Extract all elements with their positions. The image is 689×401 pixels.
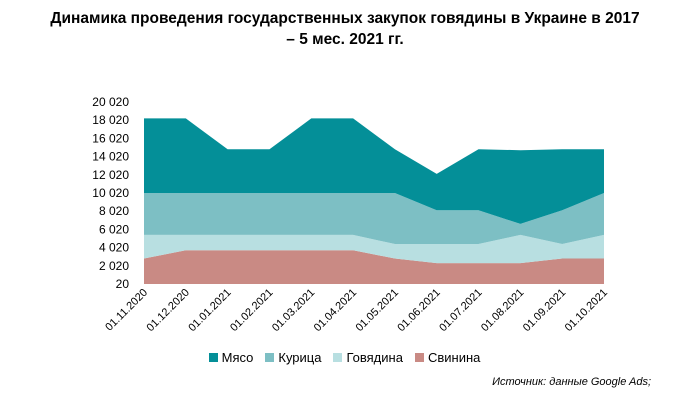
y-tick-label: 16 020 xyxy=(92,131,129,145)
legend-label: Свинина xyxy=(427,350,481,365)
y-tick-label: 20 020 xyxy=(92,95,129,109)
legend-label: Мясо xyxy=(221,350,254,365)
area-series-1 xyxy=(144,234,604,264)
chart-legend: Мясо Курица Говядина Свинина xyxy=(0,350,689,365)
x-tick-label: 01.04.2021 xyxy=(312,287,359,334)
y-tick-label: 12 020 xyxy=(92,168,129,182)
chart-title: Динамика проведения государственных заку… xyxy=(20,8,670,50)
y-tick-label: 10 020 xyxy=(92,186,129,200)
x-tick-label: 01.03.2021 xyxy=(270,287,317,334)
y-tick-label: 8 020 xyxy=(99,204,129,218)
legend-item: Свинина xyxy=(414,350,481,365)
chart-title-line-2: – 5 мес. 2021 гг. xyxy=(286,31,404,48)
area-series-3 xyxy=(144,118,604,224)
x-tick-label: 01.06.2021 xyxy=(395,287,442,334)
legend-swatch xyxy=(208,353,218,362)
chart-title-line-1: Динамика проведения государственных заку… xyxy=(50,10,640,27)
x-tick-label: 01.09.2021 xyxy=(521,287,568,334)
x-tick-label: 01.07.2021 xyxy=(437,287,484,334)
y-tick-label: 6 020 xyxy=(99,222,129,236)
x-tick-label: 01.05.2021 xyxy=(354,287,401,334)
source-note: Источник: данные Google Ads; xyxy=(492,376,651,388)
legend-item: Мясо xyxy=(208,350,254,365)
legend-item: Говядина xyxy=(333,350,403,365)
legend-label: Курица xyxy=(278,350,322,365)
x-tick-label: 01.02.2021 xyxy=(228,287,275,334)
y-tick-label: 14 020 xyxy=(92,150,129,164)
legend-swatch xyxy=(333,353,343,362)
x-tick-label: 01.01.2021 xyxy=(186,287,233,334)
area-series-2 xyxy=(144,193,604,244)
x-tick-label: 01.12.2020 xyxy=(145,287,192,334)
chart-area: 20 2 020 4 020 6 020 8 020 10 020 12 020 14 020… xyxy=(92,95,610,334)
y-tick-label: 4 020 xyxy=(99,241,129,255)
legend-swatch xyxy=(265,353,275,362)
legend-swatch xyxy=(414,353,424,362)
y-tick-label: 20 xyxy=(116,277,130,291)
y-tick-label: 2 020 xyxy=(99,259,129,273)
y-tick-label: 18 020 xyxy=(92,113,129,127)
x-tick-label: 01.11.2020 xyxy=(103,287,150,334)
legend-label: Говядина xyxy=(346,350,403,365)
legend-item: Курица xyxy=(265,350,321,365)
area-series-0 xyxy=(144,250,604,284)
x-tick-label: 01.10.2021 xyxy=(563,287,610,334)
x-tick-label: 01.08.2021 xyxy=(479,287,526,334)
